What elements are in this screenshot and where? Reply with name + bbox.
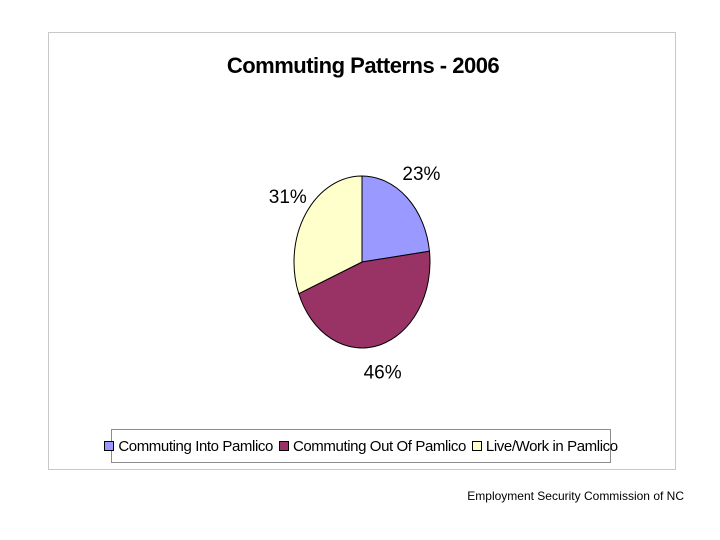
pie-slice-1: [298, 250, 431, 349]
legend-label-2: Live/Work in Pamlico: [485, 437, 618, 455]
slice-label-1: 46%: [364, 363, 402, 384]
chart-frame: Commuting Patterns - 2006 23% 46% 31% Comm…: [48, 32, 676, 470]
legend: Commuting Into Pamlico Commuting Out Of …: [104, 429, 618, 463]
legend-item-0: Commuting Into Pamlico: [104, 438, 273, 455]
legend-item-1: Commuting Out Of Pamlico: [278, 437, 466, 455]
legend-swatch-0: [104, 441, 115, 451]
legend-swatch-1: [278, 441, 289, 451]
slice-label-2: 31%: [269, 187, 307, 208]
pie-chart: 23% 46% 31%: [269, 164, 441, 384]
legend-swatch-2: [471, 441, 482, 451]
pie-slice-0: [361, 175, 431, 263]
legend-label-1: Commuting Out Of Pamlico: [292, 437, 466, 455]
legend-label-0: Commuting Into Pamlico: [118, 437, 273, 455]
slice-label-0: 23%: [402, 164, 440, 185]
source-credit: Employment Security Commission of NC: [467, 489, 684, 503]
chart-title: Commuting Patterns - 2006: [226, 53, 500, 78]
legend-item-2: Live/Work in Pamlico: [471, 437, 618, 455]
pie-slice-2: [293, 175, 363, 295]
